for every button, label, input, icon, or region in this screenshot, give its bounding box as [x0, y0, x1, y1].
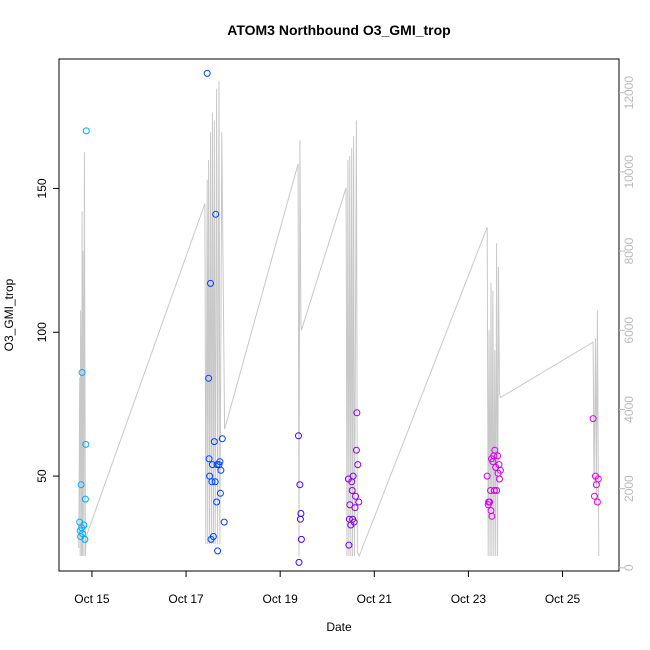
x-tick-label: Oct 19 [262, 592, 298, 606]
data-point [206, 472, 214, 480]
data-point [490, 487, 498, 494]
data-point [594, 475, 602, 483]
data-point [78, 369, 86, 376]
y2-tick-label: 4000 [622, 396, 636, 423]
data-point [208, 478, 216, 486]
data-point [591, 492, 598, 500]
data-point [353, 409, 361, 417]
data-point [205, 455, 213, 463]
data-point [214, 547, 222, 555]
data-point [213, 498, 221, 506]
y2-tick-label: 2000 [622, 475, 636, 502]
data-point [349, 472, 357, 480]
data-point [77, 481, 85, 489]
x-tick-label: Oct 23 [451, 592, 487, 606]
data-point [212, 210, 220, 218]
altitude-trace [78, 80, 600, 558]
data-point [82, 127, 90, 135]
data-point [218, 435, 226, 443]
data-point [348, 487, 356, 494]
y-axis-label: O3_GMI_trop [2, 278, 16, 351]
data-point [355, 498, 363, 506]
data-point [82, 440, 90, 448]
data-point [205, 374, 213, 382]
data-point [211, 478, 219, 486]
y2-tick-label: 8000 [622, 237, 636, 264]
y2-tick-label: 10000 [622, 155, 636, 189]
data-point [80, 521, 88, 529]
data-point [351, 504, 359, 512]
data-point [207, 279, 214, 287]
y-tick-label: 100 [35, 322, 49, 342]
data-point [345, 541, 353, 549]
plot-frame [58, 58, 620, 572]
x-tick-label: Oct 15 [74, 592, 110, 606]
data-point [491, 446, 499, 454]
data-point [81, 495, 89, 503]
y-axis-left: 50 100 150 [35, 178, 59, 483]
data-point [346, 501, 354, 509]
data-point [296, 481, 304, 489]
y-axis-right: 0 2000 4000 6000 8000 10000 12000 [619, 76, 636, 571]
data-point [209, 533, 217, 540]
x-axis: Oct 15 Oct 17 Oct 19 Oct 21 Oct 23 Oct 25 [74, 571, 581, 606]
data-point [216, 489, 224, 497]
data-point [295, 558, 303, 566]
data-point [210, 438, 218, 446]
x-tick-label: Oct 21 [357, 592, 393, 606]
y2-tick-label: 0 [622, 564, 636, 571]
data-point [350, 518, 358, 526]
y2-tick-label: 6000 [622, 317, 636, 344]
data-points [76, 69, 602, 566]
data-point [203, 69, 211, 77]
data-point [354, 461, 362, 469]
data-point [487, 507, 495, 515]
x-tick-label: Oct 17 [168, 592, 204, 606]
data-point [297, 510, 305, 517]
data-point [296, 515, 304, 523]
data-point [220, 518, 228, 526]
data-point [295, 432, 302, 440]
data-point [486, 498, 494, 506]
x-axis-label: Date [326, 620, 352, 634]
data-point [496, 475, 503, 483]
data-point [352, 446, 360, 454]
data-point [483, 472, 491, 480]
data-point [208, 461, 216, 469]
data-point [493, 487, 501, 494]
data-point [496, 466, 504, 474]
data-point [488, 512, 496, 520]
data-point [297, 535, 305, 543]
y-tick-label: 150 [35, 178, 49, 198]
data-point [81, 535, 89, 543]
data-point [216, 458, 224, 466]
data-point [352, 492, 359, 500]
x-tick-label: Oct 25 [545, 592, 581, 606]
data-point [494, 452, 502, 460]
y-tick-label: 50 [35, 469, 49, 483]
data-point [79, 530, 86, 538]
chart-title: ATOM3 Northbound O3_GMI_trop [227, 22, 450, 38]
data-point [217, 466, 225, 474]
data-point [589, 415, 597, 423]
altitude-line [78, 80, 600, 558]
y2-tick-label: 12000 [622, 76, 636, 110]
data-point [593, 498, 601, 506]
